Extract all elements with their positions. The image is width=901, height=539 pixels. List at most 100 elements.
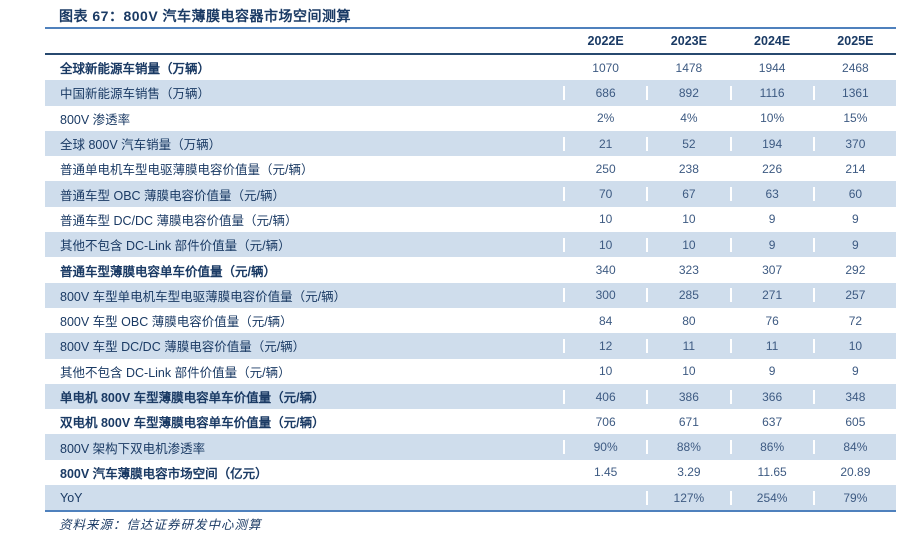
cell-value: 84% — [812, 440, 896, 455]
table-row: YoY 127% 254% 79% — [45, 485, 896, 511]
cell-value: 88% — [646, 440, 729, 455]
cell-value: 76 — [729, 313, 813, 328]
header-year-2023e: 2023E — [646, 34, 729, 48]
cell-value: 307 — [729, 263, 813, 278]
cell-value: 9 — [729, 237, 813, 252]
market-size-table: 2022E 2023E 2024E 2025E 全球新能源车销量（万辆） 107… — [45, 27, 896, 513]
table-body: 全球新能源车销量（万辆） 1070 1478 1944 2468 中国新能源车销… — [45, 55, 896, 511]
header-year-2025e: 2025E — [812, 34, 896, 48]
cell-value: 10 — [646, 212, 729, 227]
row-label: 全球 800V 汽车销量（万辆） — [60, 138, 222, 153]
table-row: 全球新能源车销量（万辆） 1070 1478 1944 2468 — [45, 55, 896, 80]
row-label: 普通单电机车型电驱薄膜电容价值量（元/辆） — [60, 163, 314, 178]
cell-value: 10 — [563, 212, 646, 227]
cell-value: 366 — [729, 389, 813, 404]
cell-value: 254% — [729, 490, 813, 505]
row-label: 全球新能源车销量（万辆） — [60, 62, 211, 77]
cell-value: 1070 — [563, 60, 646, 75]
cell-value: 52 — [646, 136, 729, 151]
row-label: 800V 车型 OBC 薄膜电容价值量（元/辆） — [60, 315, 293, 330]
table-row: 双电机 800V 车型薄膜电容单车价值量（元/辆） 706 671 637 60… — [45, 409, 896, 434]
cell-value: 1116 — [729, 85, 813, 100]
cell-value: 3.29 — [646, 465, 729, 480]
row-label: 800V 渗透率 — [60, 112, 131, 127]
cell-value: 86% — [729, 440, 813, 455]
table-row: 中国新能源车销售（万辆） 686 892 1116 1361 — [45, 80, 896, 106]
table-row: 其他不包含 DC-Link 部件价值量（元/辆） 10 10 9 9 — [45, 359, 896, 384]
cell-value: 2% — [563, 111, 646, 126]
cell-value: 9 — [729, 364, 813, 379]
cell-value: 340 — [563, 263, 646, 278]
cell-value: 80 — [646, 313, 729, 328]
row-label: 其他不包含 DC-Link 部件价值量（元/辆） — [60, 239, 291, 254]
cell-value: 1361 — [812, 85, 896, 100]
cell-value: 90% — [563, 440, 646, 455]
cell-value: 127% — [646, 490, 729, 505]
table-row: 800V 架构下双电机渗透率 90% 88% 86% 84% — [45, 434, 896, 460]
cell-value: 10 — [646, 364, 729, 379]
cell-value: 370 — [812, 136, 896, 151]
table-row: 800V 车型单电机车型电驱薄膜电容价值量（元/辆） 300 285 271 2… — [45, 282, 896, 308]
cell-value: 250 — [563, 161, 646, 176]
cell-value: 271 — [729, 288, 813, 303]
row-label: 普通车型 OBC 薄膜电容价值量（元/辆） — [60, 188, 286, 203]
cell-value: 406 — [563, 389, 646, 404]
cell-value: 1944 — [729, 60, 813, 75]
row-label: 800V 车型 DC/DC 薄膜电容价值量（元/辆） — [60, 340, 306, 355]
cell-value: 1478 — [646, 60, 729, 75]
table-row: 800V 车型 OBC 薄膜电容价值量（元/辆） 84 80 76 72 — [45, 308, 896, 333]
row-label: 800V 架构下双电机渗透率 — [60, 441, 206, 456]
cell-value: 10 — [646, 237, 729, 252]
cell-value: 1.45 — [563, 465, 646, 480]
cell-value: 20.89 — [812, 465, 896, 480]
cell-value: 10% — [729, 111, 813, 126]
header-year-2022e: 2022E — [563, 34, 646, 48]
table-row: 800V 汽车薄膜电容市场空间（亿元） 1.45 3.29 11.65 20.8… — [45, 460, 896, 485]
cell-value: 9 — [812, 237, 896, 252]
cell-value: 671 — [646, 414, 729, 429]
cell-value: 11 — [646, 338, 729, 353]
row-label: 其他不包含 DC-Link 部件价值量（元/辆） — [60, 365, 291, 380]
cell-value: 686 — [563, 85, 646, 100]
table-row: 全球 800V 汽车销量（万辆） 21 52 194 370 — [45, 130, 896, 157]
cell-value: 323 — [646, 263, 729, 278]
cell-value: 257 — [812, 288, 896, 303]
row-label: 普通车型薄膜电容单车价值量（元/辆） — [60, 264, 276, 279]
cell-value: 11.65 — [729, 465, 813, 480]
cell-value: 10 — [563, 364, 646, 379]
cell-value: 79% — [812, 490, 896, 505]
cell-value: 194 — [729, 136, 813, 151]
cell-value: 348 — [812, 389, 896, 404]
cell-value: 706 — [563, 414, 646, 429]
figure-title: 图表 67：800V 汽车薄膜电容器市场空间测算 — [59, 8, 352, 24]
cell-value: 84 — [563, 313, 646, 328]
cell-value: 70 — [563, 187, 646, 202]
cell-value: 11 — [729, 338, 813, 353]
row-label: 800V 汽车薄膜电容市场空间（亿元） — [60, 466, 268, 481]
cell-value: 60 — [812, 187, 896, 202]
header-year-2024e: 2024E — [729, 34, 813, 48]
cell-value: 10 — [812, 338, 896, 353]
table-header-row: 2022E 2023E 2024E 2025E — [45, 29, 896, 55]
cell-value: 9 — [729, 212, 813, 227]
cell-value: 67 — [646, 187, 729, 202]
cell-value: 605 — [812, 414, 896, 429]
table-row: 普通车型 OBC 薄膜电容价值量（元/辆） 70 67 63 60 — [45, 181, 896, 207]
row-label: 双电机 800V 车型薄膜电容单车价值量（元/辆） — [60, 416, 325, 431]
cell-value: 4% — [646, 111, 729, 126]
cell-value: 15% — [812, 111, 896, 126]
cell-value: 300 — [563, 288, 646, 303]
cell-value: 214 — [812, 161, 896, 176]
cell-value: 12 — [563, 338, 646, 353]
cell-value: 10 — [563, 237, 646, 252]
cell-value: 637 — [729, 414, 813, 429]
cell-value: 63 — [729, 187, 813, 202]
row-label: 单电机 800V 车型薄膜电容单车价值量（元/辆） — [60, 391, 325, 405]
row-label: YoY — [60, 490, 83, 505]
source-note: 资料来源：信达证券研发中心测算 — [59, 518, 262, 532]
table-row: 普通车型薄膜电容单车价值量（元/辆） 340 323 307 292 — [45, 257, 896, 282]
cell-value: 72 — [812, 313, 896, 328]
row-label: 800V 车型单电机车型电驱薄膜电容价值量（元/辆） — [60, 289, 347, 304]
cell-value: 2468 — [812, 60, 896, 75]
